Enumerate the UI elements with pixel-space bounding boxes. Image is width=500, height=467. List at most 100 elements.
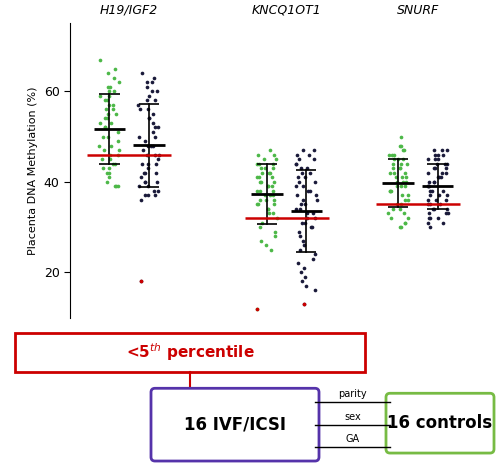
- Point: [396, 164, 404, 172]
- Point: [428, 187, 436, 195]
- Point: [300, 146, 308, 154]
- Point: [150, 97, 158, 104]
- Point: [300, 241, 308, 249]
- Point: [292, 183, 300, 190]
- Point: [311, 250, 319, 258]
- Point: [398, 133, 406, 140]
- Point: [443, 146, 451, 154]
- Point: [264, 183, 272, 190]
- Point: [105, 174, 113, 181]
- Point: [404, 191, 412, 199]
- Point: [312, 196, 320, 204]
- Point: [140, 137, 148, 145]
- Point: [146, 142, 154, 149]
- Point: [112, 110, 120, 118]
- Text: KNCQ1OT1: KNCQ1OT1: [252, 4, 322, 16]
- Point: [309, 255, 317, 262]
- Point: [268, 174, 276, 181]
- Point: [108, 101, 116, 108]
- Point: [136, 133, 143, 140]
- Point: [96, 142, 104, 149]
- Point: [256, 187, 264, 195]
- Point: [396, 164, 404, 172]
- Point: [442, 169, 450, 177]
- Point: [107, 119, 115, 127]
- Text: parity: parity: [338, 389, 367, 399]
- Point: [106, 83, 114, 91]
- Point: [154, 156, 162, 163]
- Point: [400, 156, 407, 163]
- Point: [264, 183, 272, 190]
- Point: [98, 156, 106, 163]
- Point: [105, 169, 113, 177]
- Y-axis label: Placenta DNA Methylation (%): Placenta DNA Methylation (%): [28, 86, 38, 255]
- Point: [142, 191, 150, 199]
- Point: [310, 146, 318, 154]
- Point: [253, 174, 261, 181]
- Point: [393, 183, 401, 190]
- Point: [397, 160, 405, 167]
- Point: [444, 210, 452, 217]
- Point: [300, 201, 308, 208]
- Point: [398, 174, 406, 181]
- Point: [252, 187, 260, 195]
- Point: [400, 146, 407, 154]
- Point: [154, 187, 162, 195]
- Point: [268, 246, 276, 254]
- Point: [386, 169, 394, 177]
- Point: [106, 87, 114, 95]
- Point: [254, 201, 262, 208]
- Point: [396, 142, 404, 149]
- Point: [401, 183, 409, 190]
- Point: [270, 151, 278, 158]
- Point: [257, 164, 265, 172]
- Point: [114, 151, 122, 158]
- Point: [256, 223, 264, 231]
- Point: [137, 196, 145, 204]
- Point: [434, 156, 442, 163]
- Point: [137, 174, 145, 181]
- Point: [112, 183, 120, 190]
- Point: [145, 92, 153, 99]
- Point: [256, 178, 264, 185]
- Point: [270, 160, 278, 167]
- Point: [102, 97, 110, 104]
- Text: sex: sex: [344, 412, 361, 422]
- Point: [266, 191, 274, 199]
- Point: [269, 191, 277, 199]
- Point: [424, 219, 432, 226]
- Point: [294, 178, 302, 185]
- Point: [434, 174, 442, 181]
- Point: [258, 219, 266, 226]
- Point: [139, 146, 147, 154]
- Point: [269, 210, 277, 217]
- Point: [104, 70, 112, 77]
- Point: [390, 169, 398, 177]
- Point: [443, 205, 451, 212]
- Point: [264, 205, 272, 212]
- Point: [390, 156, 398, 163]
- Point: [272, 233, 280, 240]
- Point: [135, 183, 143, 190]
- Point: [270, 164, 278, 172]
- Point: [304, 151, 312, 158]
- Point: [273, 214, 281, 222]
- Point: [294, 260, 302, 267]
- Point: [430, 205, 438, 212]
- Point: [151, 191, 159, 199]
- Point: [255, 174, 263, 181]
- Point: [103, 115, 111, 122]
- Point: [262, 241, 270, 249]
- Point: [439, 187, 447, 195]
- Point: [296, 269, 304, 276]
- Point: [104, 92, 112, 99]
- Point: [430, 164, 438, 172]
- Point: [311, 287, 319, 294]
- Point: [151, 124, 159, 131]
- Point: [401, 219, 409, 226]
- Point: [143, 151, 151, 158]
- Point: [110, 160, 118, 167]
- Point: [138, 277, 145, 285]
- Point: [270, 201, 278, 208]
- Point: [96, 92, 104, 99]
